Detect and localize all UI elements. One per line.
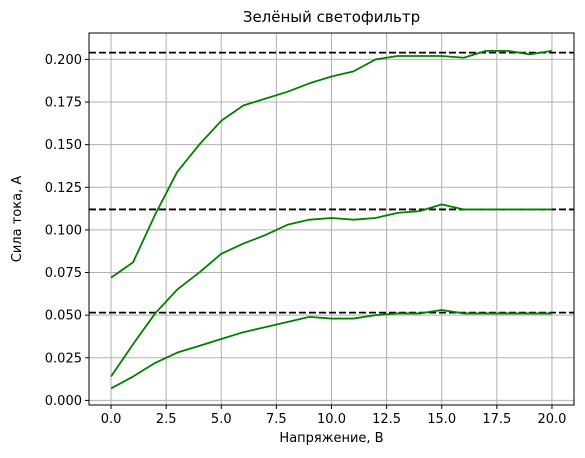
x-tick-label: 10.0 bbox=[317, 412, 346, 427]
y-tick-label: 0.050 bbox=[45, 309, 82, 324]
chart-title: Зелёный светофильтр bbox=[243, 8, 420, 26]
series-line-2 bbox=[110, 203, 552, 378]
y-tick-label: 0.125 bbox=[45, 181, 82, 196]
x-tick-label: 5.0 bbox=[211, 412, 232, 427]
y-axis-label: Сила тока, А bbox=[10, 176, 25, 263]
y-tick-label: 0.200 bbox=[45, 53, 82, 68]
series-lines bbox=[110, 50, 553, 390]
series-line-1 bbox=[110, 50, 553, 279]
y-tick-label: 0.075 bbox=[45, 266, 82, 281]
x-tick-label: 15.0 bbox=[427, 412, 456, 427]
y-tick-label: 0.150 bbox=[45, 138, 82, 153]
grid bbox=[89, 33, 574, 405]
x-tick-label: 0.0 bbox=[101, 412, 122, 427]
x-tick-label: 17.5 bbox=[482, 412, 511, 427]
x-tick-label: 2.5 bbox=[156, 412, 177, 427]
y-tick-label: 0.000 bbox=[45, 394, 82, 409]
y-tick-label: 0.100 bbox=[45, 223, 82, 238]
x-tick-label: 12.5 bbox=[372, 412, 401, 427]
x-axis-label: Напряжение, В bbox=[279, 431, 383, 446]
y-axis-ticks: 0.000 0.025 0.050 0.075 0.100 0.125 0.150 0.175… bbox=[45, 53, 89, 409]
x-tick-label: 20.0 bbox=[537, 412, 566, 427]
series-line-3 bbox=[110, 309, 552, 390]
y-tick-label: 0.025 bbox=[45, 351, 82, 366]
x-tick-label: 7.5 bbox=[266, 412, 287, 427]
x-axis-ticks: 0.0 2.5 5.0 7.5 10.0 12.5 15.0 17.5 20.0 bbox=[101, 405, 566, 427]
y-tick-label: 0.175 bbox=[45, 96, 82, 111]
